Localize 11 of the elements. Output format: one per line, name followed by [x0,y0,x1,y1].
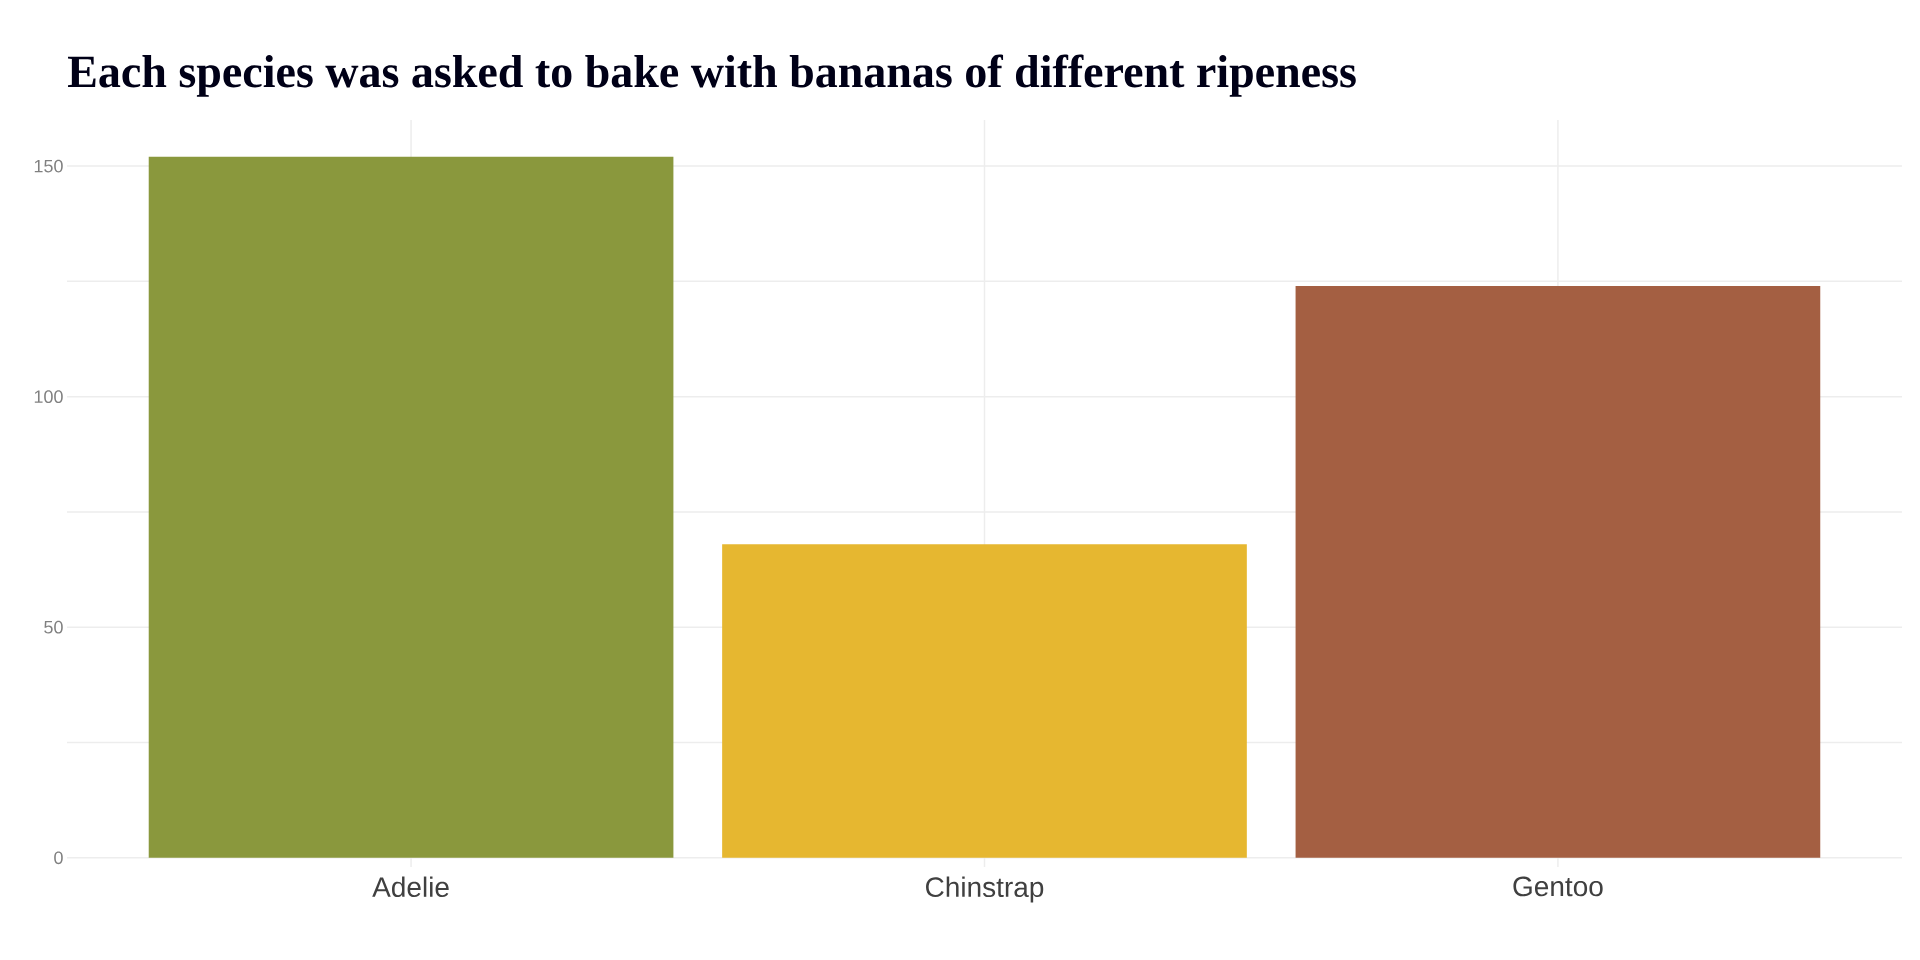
x-tick-label: Adelie [372,876,449,898]
y-tick-label: 150 [34,159,63,173]
x-tick-label: Chinstrap [926,876,1044,903]
chart-title: Each species was asked to bake with bananas of different ripeness [67,54,1356,97]
bar [722,544,1247,858]
y-tick-label: 0 [54,851,63,865]
bar [148,156,674,858]
y-tick-label: 100 [34,390,63,404]
bar [1295,285,1821,858]
x-tick-label: Gentoo [1513,876,1603,897]
y-tick-label: 50 [44,620,63,634]
